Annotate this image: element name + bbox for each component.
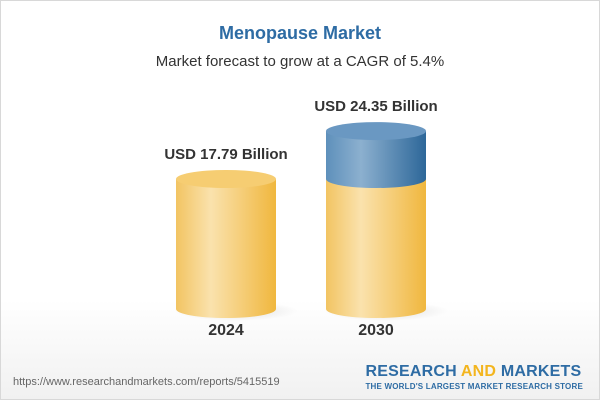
chart-title: Menopause Market	[218, 23, 382, 43]
logo-text: RESEARCH	[365, 363, 461, 380]
cylinder-top	[176, 170, 276, 188]
source-url[interactable]: https://www.researchandmarkets.com/repor…	[13, 376, 280, 388]
logo-tagline: THE WORLD'S LARGEST MARKET RESEARCH STOR…	[365, 382, 583, 391]
category-label: 2030	[358, 322, 394, 339]
cylinder-body-growth	[326, 131, 426, 188]
cylinder-body-base	[176, 179, 276, 318]
logo-text-and: AND	[460, 363, 497, 380]
category-label: 2024	[208, 322, 244, 339]
data-label: USD 17.79 Billion	[164, 146, 287, 163]
cylinder-top	[326, 122, 426, 141]
data-label: USD 24.35 Billion	[314, 98, 437, 115]
chart-subtitle: Market forecast to grow at a CAGR of 5.4…	[155, 53, 445, 70]
cylinder-body-base	[326, 179, 426, 318]
logo-text-markets: MARKETS	[496, 363, 582, 380]
research-and-markets-logo: RESEARCH AND MARKETS THE WORLD'S LARGEST…	[365, 363, 583, 391]
